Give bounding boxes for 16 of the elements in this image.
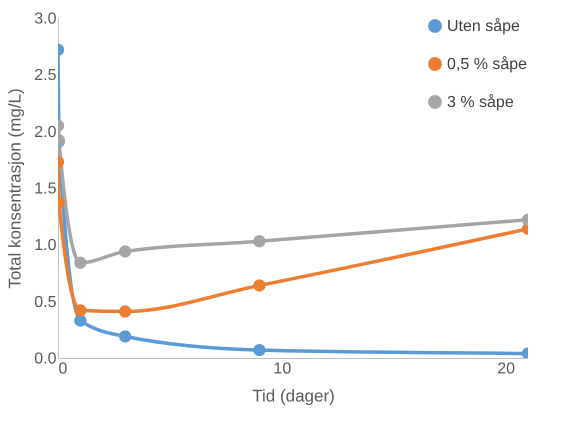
point: [253, 344, 266, 356]
y-tick-label: 2.0: [34, 124, 57, 141]
legend-label: 3 % såpe: [447, 94, 514, 111]
x-tick-label: 0: [58, 360, 68, 378]
y-tick-label: 2.5: [34, 67, 57, 84]
y-axis-title: Total konsentrasjon (mg/L): [5, 88, 24, 289]
y-tick-label: 0.5: [34, 294, 57, 311]
y-tick-label: 0.0: [34, 350, 57, 368]
x-tick-label: 20: [497, 360, 516, 378]
x-tick-label: 10: [273, 360, 292, 378]
y-tick-label: 1.5: [34, 180, 57, 198]
x-axis-title: Tid (dager): [252, 386, 335, 406]
y-tick-label: 3.0: [34, 10, 57, 28]
legend-label: 0,5 % såpe: [447, 56, 528, 73]
y-tick-label: 1.0: [34, 237, 57, 254]
legend-label: Uten såpe: [447, 18, 520, 35]
